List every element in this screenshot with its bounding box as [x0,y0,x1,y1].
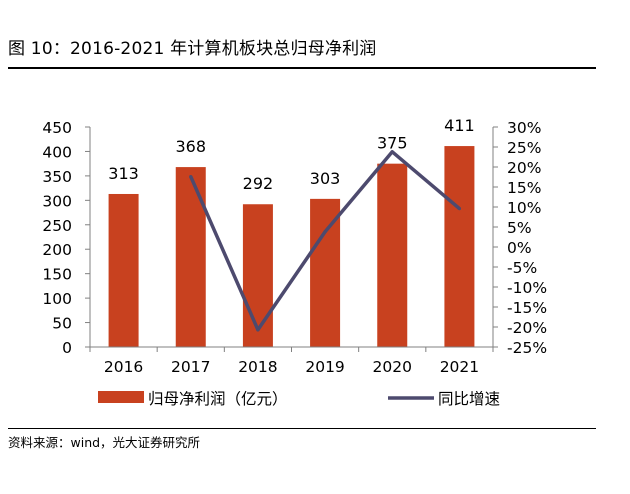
bar-2018 [242,204,273,347]
legend-bar-swatch [98,391,144,403]
right-tick-label: -25% [507,339,547,357]
right-tick-label: 25% [507,139,541,157]
chart-axes: 0 50 100 150 200 250 300 350 400 450 -25% -20% -15% -… [42,119,547,376]
left-tick-label: 300 [42,192,72,210]
chart-legend: 归母净利润（亿元） 同比增速 [98,390,500,408]
bar-label-2018: 292 [243,174,274,193]
bar-2020 [377,163,408,347]
right-tick-label: 30% [507,119,541,137]
left-tick-label: 350 [42,168,72,186]
bar-2017 [175,167,206,347]
right-tick-label: -20% [507,319,547,337]
right-tick-label: 0% [507,239,532,257]
x-tick-label-2020: 2020 [373,358,412,376]
bar-2016 [108,193,139,347]
growth-point-2018 [256,328,260,332]
bar-series [108,146,475,347]
x-tick-label-2018: 2018 [238,358,277,376]
right-tick-label: 15% [507,179,541,197]
x-tick-label-2019: 2019 [305,358,344,376]
title-rule [8,67,596,69]
left-tick-label: 150 [42,266,72,284]
bar-2021 [444,146,475,347]
bar-label-2019: 303 [310,169,341,188]
left-tick-label: 50 [52,315,72,333]
left-tick-label: 200 [42,241,72,259]
left-tick-label: 100 [42,290,72,308]
growth-point-2020 [390,150,394,154]
left-tick-label: 250 [42,217,72,235]
right-tick-label: 20% [507,159,541,177]
legend-bar-label: 归母净利润（亿元） [148,390,288,408]
right-tick-label: -5% [507,259,537,277]
right-tick-label: -10% [507,279,547,297]
source-note: 资料来源：wind，光大证券研究所 [8,435,201,450]
bar-data-labels: 313 368 292 303 375 411 [108,116,474,193]
x-tick-label-2021: 2021 [440,358,479,376]
right-tick-label: 10% [507,199,541,217]
right-tick-label: 5% [507,219,532,237]
x-tick-label-2016: 2016 [104,358,143,376]
growth-point-2021 [457,207,462,211]
growth-line-series [189,150,462,332]
legend-line-label: 同比增速 [438,390,500,408]
figure-title: 图 10：2016-2021 年计算机板块总归母净利润 [8,39,377,59]
left-tick-label: 450 [42,119,72,137]
right-tick-label: -15% [507,299,547,317]
bar-2019 [310,198,341,347]
left-tick-label: 400 [42,143,72,161]
bar-label-2020: 375 [377,134,408,153]
growth-point-2019 [323,230,327,234]
growth-point-2017 [189,175,193,179]
x-tick-label-2017: 2017 [171,358,210,376]
bar-label-2017: 368 [175,137,206,156]
bar-label-2016: 313 [108,164,139,183]
left-tick-label: 0 [62,339,72,357]
bar-label-2021: 411 [444,116,475,135]
source-rule [8,428,596,429]
